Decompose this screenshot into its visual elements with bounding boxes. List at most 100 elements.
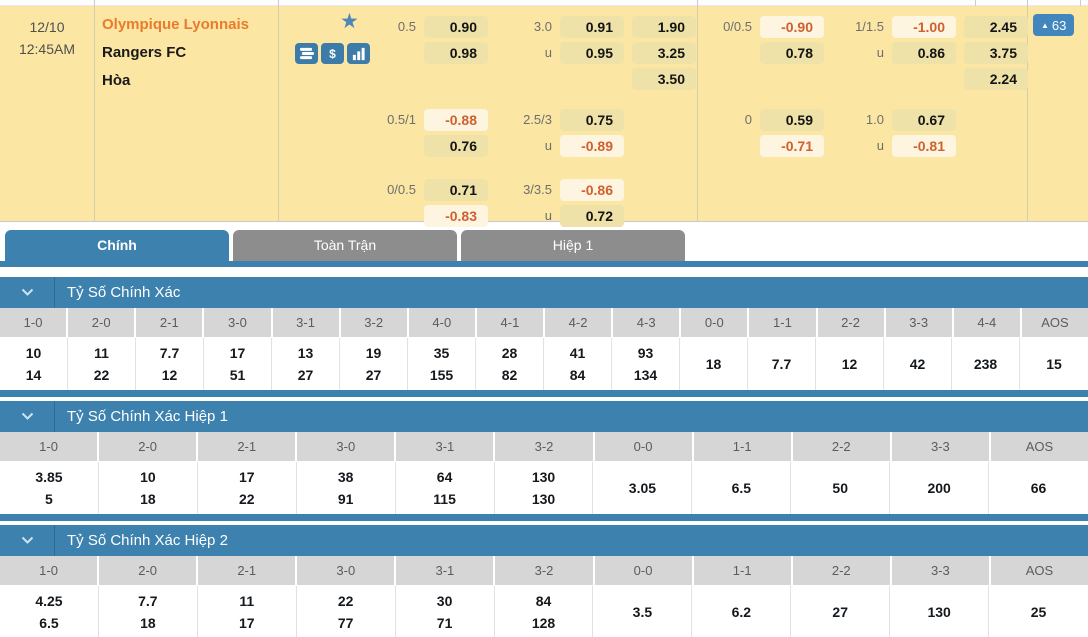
more-bets-count-badge[interactable]: ▲ 63 <box>1033 14 1075 36</box>
betslip-icon[interactable] <box>295 43 318 64</box>
odds-cell[interactable]: 0.76 <box>424 135 488 157</box>
score-odds-cell[interactable]: 238 <box>952 338 1020 390</box>
under-label: u <box>876 138 884 153</box>
score-odds-cell[interactable]: 19 27 <box>340 338 408 390</box>
score-odds-cell[interactable]: 130 <box>890 586 990 637</box>
score-odds-cell[interactable]: 13 27 <box>272 338 340 390</box>
odds-cell[interactable]: -0.71 <box>760 135 824 157</box>
odds-cell[interactable]: 0.71 <box>424 179 488 201</box>
score-odds-cell[interactable]: 30 71 <box>396 586 495 637</box>
odds-cell[interactable]: -0.86 <box>560 179 624 201</box>
odds-cell[interactable]: 0.98 <box>424 42 488 64</box>
odds-cell[interactable]: 0.59 <box>760 109 824 131</box>
section-header[interactable]: Tỷ Số Chính Xác Hiệp 2 <box>0 525 1088 556</box>
score-header-cell: 1-1 <box>693 432 791 461</box>
odds-cell[interactable]: 0.95 <box>560 42 624 64</box>
score-odds-cell[interactable]: 28 82 <box>476 338 544 390</box>
odds-cell[interactable]: 0.78 <box>760 42 824 64</box>
odds-cell[interactable]: 0.90 <box>424 16 488 38</box>
score-table-body: 4.25 6.5 7.7 18 11 17 22 77 30 71 84 128 3.5 6.2 27 130… <box>0 586 1088 637</box>
under-label: u <box>544 45 552 60</box>
odds-cell[interactable]: 0.67 <box>892 109 956 131</box>
correct-score-sections: Tỷ Số Chính Xác 1-0 2-0 2-1 3-0 3-1 3-2 4-0 4-1 4… <box>0 277 1088 637</box>
score-odds-cell[interactable]: 10 18 <box>99 462 198 514</box>
score-odds-cell[interactable]: 41 84 <box>544 338 612 390</box>
score-header-cell: 1-0 <box>0 308 67 337</box>
odds-cell[interactable]: -0.90 <box>760 16 824 38</box>
score-header-cell: 2-0 <box>99 432 197 461</box>
score-odds-cell[interactable]: 3.85 5 <box>0 462 99 514</box>
score-odds-cell[interactable]: 64 115 <box>396 462 495 514</box>
score-odds-cell[interactable]: 17 51 <box>204 338 272 390</box>
score-odds-cell[interactable]: 93 134 <box>612 338 680 390</box>
handicap-line-label: 0.5/1 <box>387 112 416 127</box>
team-names: Olympique Lyonnais Rangers FC Hòa <box>102 14 277 98</box>
odds-cell[interactable]: 0.86 <box>892 42 956 64</box>
odds-cell[interactable]: -0.89 <box>560 135 624 157</box>
tab-toàn-trận[interactable]: Toàn Trận <box>233 230 457 261</box>
odds-cell[interactable]: 0.72 <box>560 205 624 227</box>
score-odds-cell[interactable]: 11 22 <box>68 338 136 390</box>
stats-bar-chart-icon[interactable] <box>347 43 370 64</box>
triangle-up-icon: ▲ <box>1041 20 1049 30</box>
score-odds-cell[interactable]: 3.05 <box>593 462 693 514</box>
odds-cell[interactable]: 3.50 <box>632 68 696 90</box>
score-odds-cell[interactable]: 3.5 <box>593 586 693 637</box>
odds-cell[interactable]: -0.81 <box>892 135 956 157</box>
odds-cell[interactable]: -0.88 <box>424 109 488 131</box>
score-header-cell: 3-1 <box>396 556 494 585</box>
odds-cell[interactable]: 0.75 <box>560 109 624 131</box>
score-odds-cell[interactable]: 27 <box>791 586 891 637</box>
odds-cell[interactable]: 1.90 <box>632 16 696 38</box>
score-odds-cell[interactable]: 25 <box>1030 604 1047 620</box>
score-odds-cell[interactable]: 7.7 18 <box>99 586 198 637</box>
odds-cell[interactable]: 3.25 <box>632 42 696 64</box>
score-odds-cell[interactable]: 4.25 6.5 <box>0 586 99 637</box>
odds-group-right-1: 0/0.5 -0.90 0.78 1/1.5 u -1.00 0.86 2.45… <box>700 16 1028 90</box>
odds-group-right-2: 0 0.59 -0.71 1.0 u 0.67 -0.81 <box>700 109 956 161</box>
score-odds-cell[interactable]: 200 <box>890 462 990 514</box>
score-odds-cell[interactable]: 50 <box>791 462 891 514</box>
score-odds-cell[interactable]: 6.2 <box>692 586 792 637</box>
score-odds-cell[interactable]: 6.5 <box>692 462 792 514</box>
top-row-edge <box>0 0 1088 6</box>
tab-hiệp-1[interactable]: Hiệp 1 <box>461 230 685 261</box>
score-header-cell: 3-0 <box>297 556 395 585</box>
score-odds-cell[interactable]: 66 <box>1030 480 1047 496</box>
score-odds-cell[interactable]: 7.7 <box>748 338 816 390</box>
odds-cell[interactable]: -1.00 <box>892 16 956 38</box>
score-odds-cell[interactable]: 7.7 12 <box>136 338 204 390</box>
odds-cell[interactable]: 0.91 <box>560 16 624 38</box>
section-header[interactable]: Tỷ Số Chính Xác <box>0 277 1088 308</box>
score-odds-cell[interactable]: 84 128 <box>495 586 594 637</box>
score-odds-cell[interactable]: 22 77 <box>297 586 396 637</box>
odds-cell[interactable]: 3.75 <box>964 42 1028 64</box>
score-header-cell: 4-3 <box>613 308 680 337</box>
section-header[interactable]: Tỷ Số Chính Xác Hiệp 1 <box>0 401 1088 432</box>
score-odds-cell[interactable]: 42 <box>884 338 952 390</box>
score-header-cell: 1-1 <box>749 308 816 337</box>
score-odds-cell[interactable]: 12 <box>816 338 884 390</box>
score-header-cell: 0-0 <box>681 308 748 337</box>
favorite-star-icon[interactable]: ★ <box>340 10 359 33</box>
dollar-icon[interactable]: $ <box>321 43 344 64</box>
score-odds-cell[interactable]: 18 <box>680 338 748 390</box>
odds-cell[interactable]: -0.83 <box>424 205 488 227</box>
score-odds-cell[interactable]: 17 22 <box>198 462 297 514</box>
score-table-header: 1-0 2-0 2-1 3-0 3-1 3-2 4-0 4-1 4-2 4-3 0-0 1-1 2-2 3… <box>0 308 1088 338</box>
score-odds-cell[interactable]: 11 17 <box>198 586 297 637</box>
score-odds-cell[interactable]: 35 155 <box>408 338 476 390</box>
score-odds-cell[interactable]: 130 130 <box>495 462 594 514</box>
score-header-cell: 2-2 <box>817 308 884 337</box>
handicap-line-label: 0/0.5 <box>387 182 416 197</box>
score-odds-cell[interactable]: 38 91 <box>297 462 396 514</box>
match-time: 12:45AM <box>18 41 76 57</box>
score-odds-cell[interactable]: 15 <box>1046 356 1062 372</box>
odds-cell[interactable]: 2.45 <box>964 16 1028 38</box>
score-header-cell: 2-1 <box>136 308 203 337</box>
tab-chính[interactable]: Chính <box>5 230 229 261</box>
chevron-down-icon <box>0 525 55 556</box>
odds-cell[interactable]: 2.24 <box>964 68 1028 90</box>
score-odds-cell[interactable]: 10 14 <box>0 338 68 390</box>
match-action-icons: $ <box>295 43 370 64</box>
